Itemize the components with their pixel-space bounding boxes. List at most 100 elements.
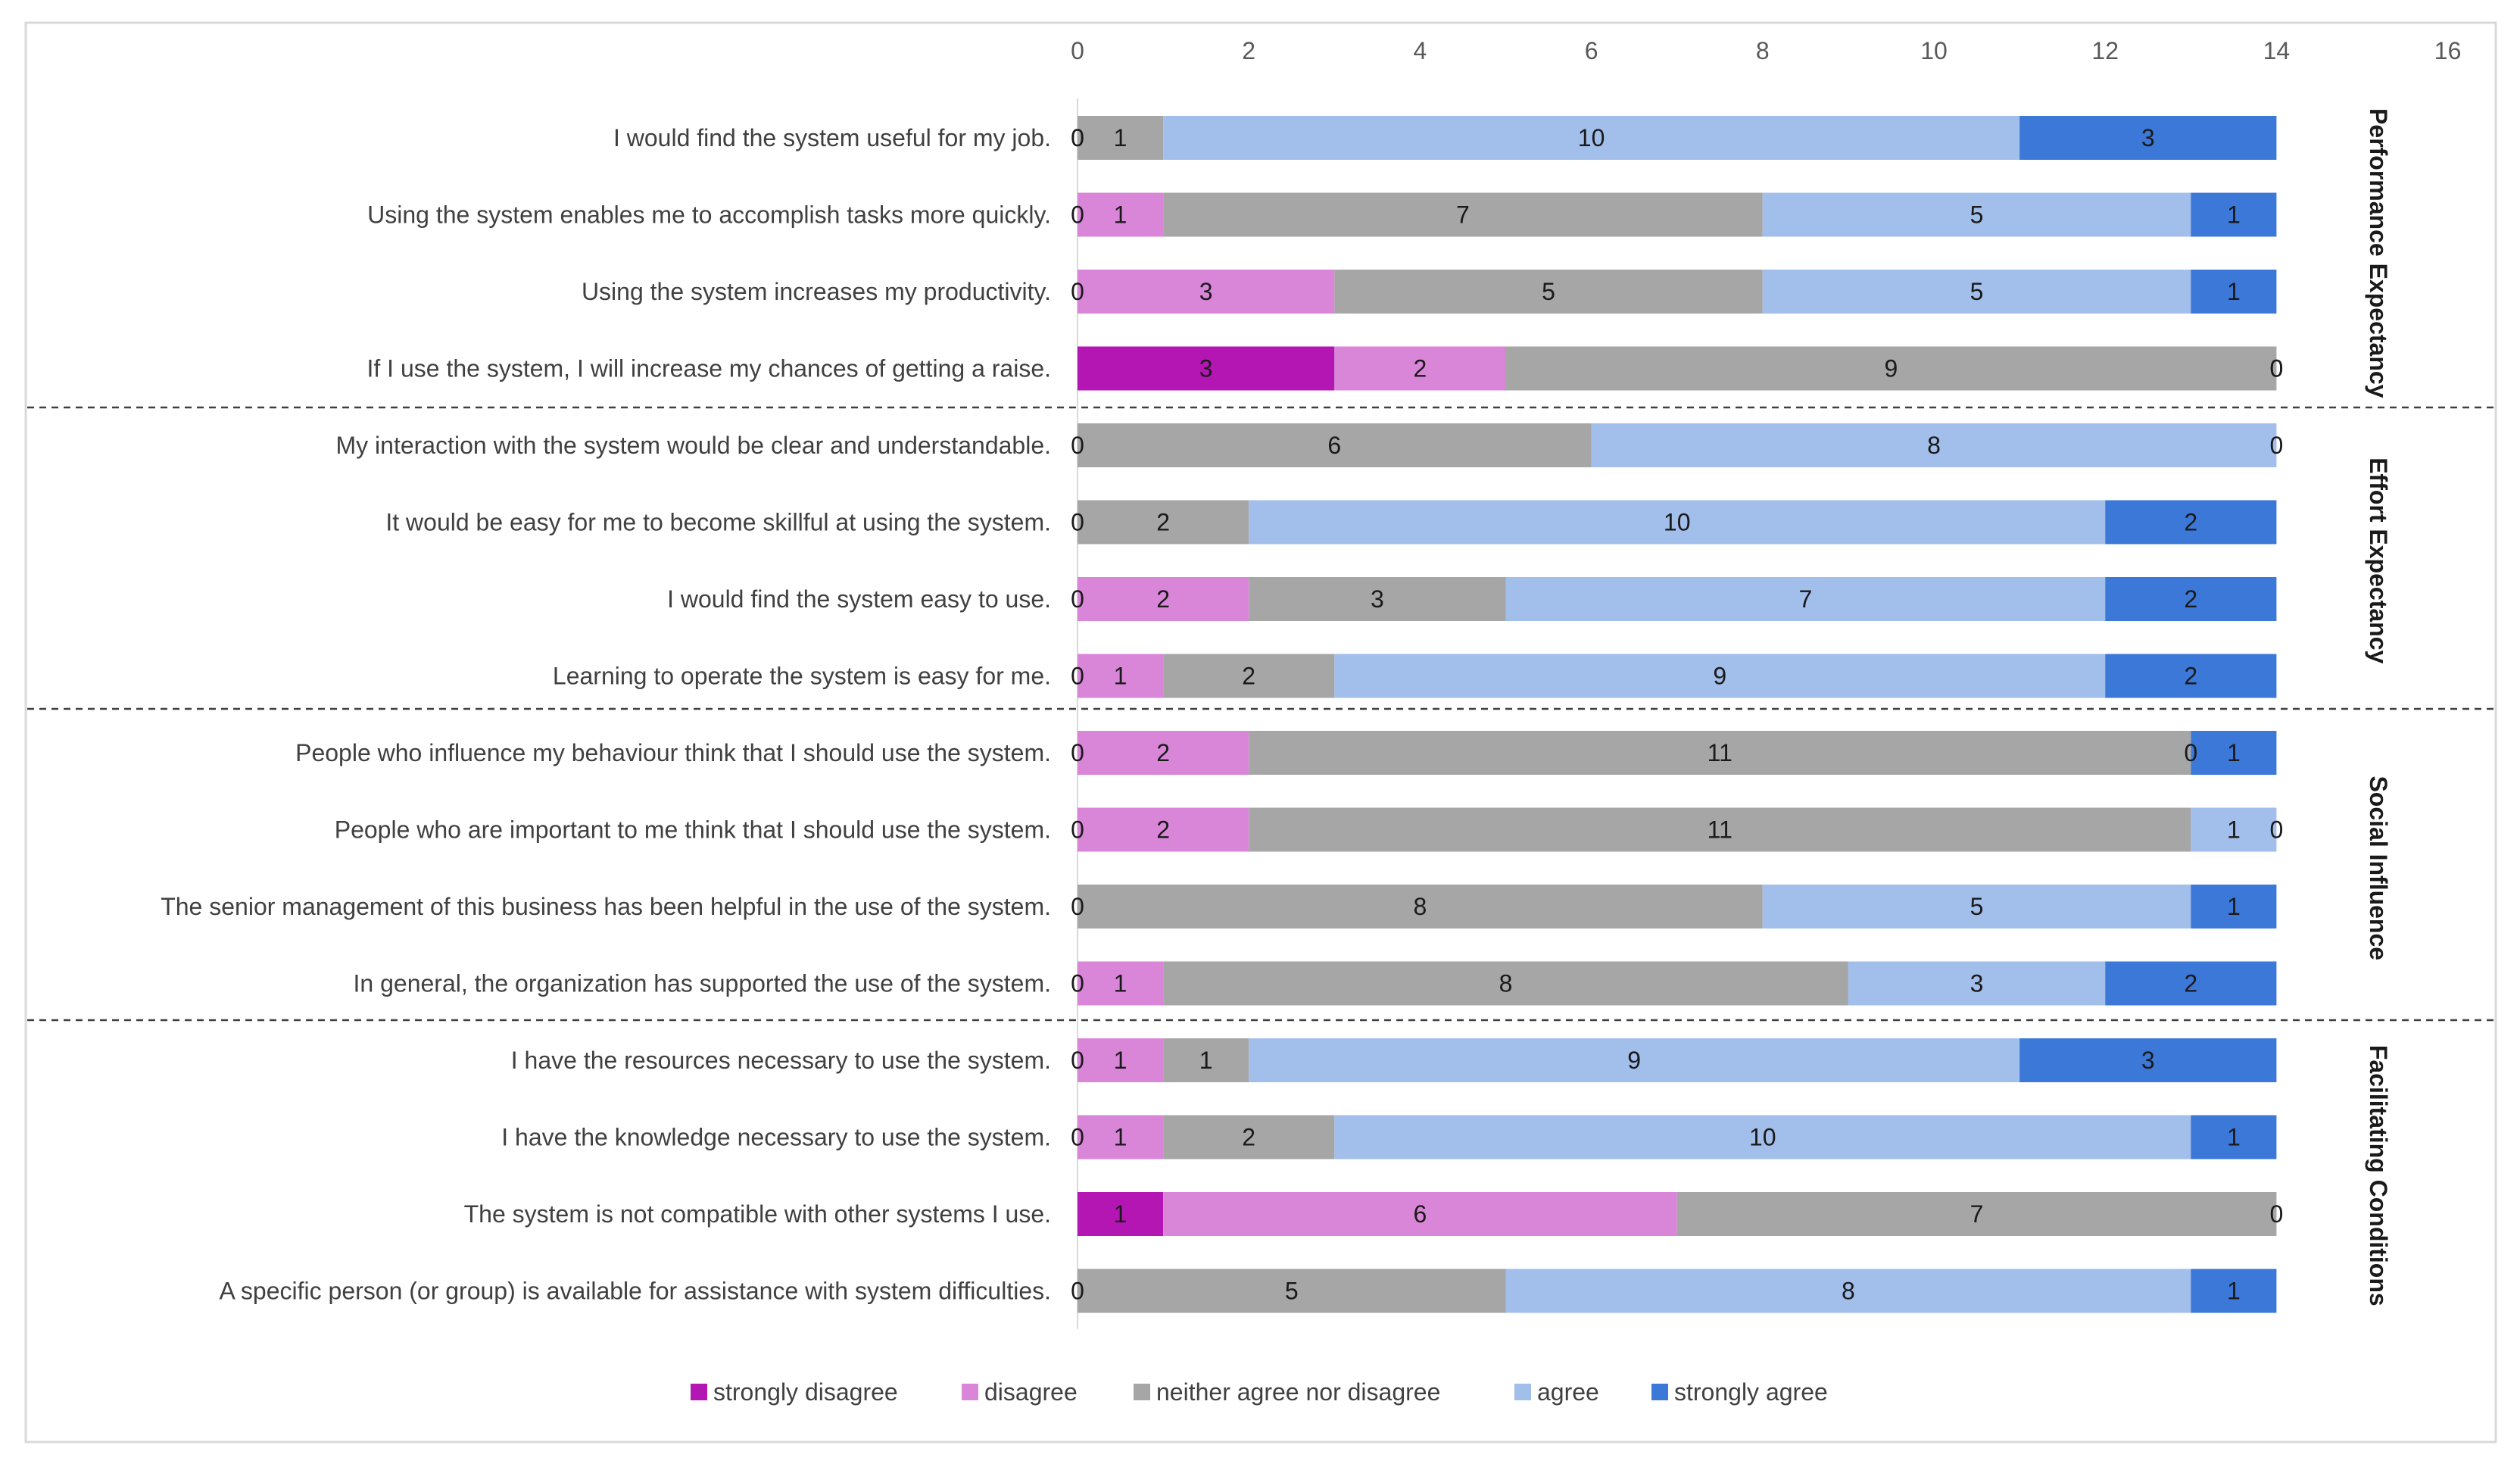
data-label: 8 [1414,893,1427,920]
data-label: 1 [1199,1047,1213,1074]
legend-label: strongly disagree [713,1378,898,1406]
data-label-zero: 0 [1071,278,1084,305]
bar-segment [1762,192,2191,237]
data-label: 2 [2184,970,2197,997]
data-label: 2 [2184,509,2197,536]
category-labels: I would find the system useful for my jo… [161,124,1051,1305]
data-label-zero: 0 [1071,124,1084,151]
bar-segment [1163,1192,1677,1236]
data-label-zero: 0 [1071,970,1084,997]
category-label: Using the system increases my productivi… [582,278,1051,305]
data-label: 2 [2184,585,2197,613]
bar-segment [1676,1192,2277,1236]
data-label: 1 [2227,816,2241,844]
data-label: 1 [2227,893,2241,920]
data-label: 1 [1114,970,1127,997]
bar-segment [1078,654,1164,698]
data-label: 9 [1713,663,1726,690]
x-tick-label: 2 [1242,37,1255,64]
bar-segment [1078,192,1164,237]
data-label: 10 [1664,509,1691,536]
data-label: 5 [1542,278,1555,305]
x-tick-label: 0 [1071,37,1084,64]
bar-segment [2191,192,2277,237]
bar-segment [1078,270,1335,314]
bar-segment [1163,1115,1335,1159]
category-label: The system is not compatible with other … [464,1200,1051,1228]
bar-segment [1163,961,1848,1006]
bar-segment [2105,961,2277,1006]
bar-segment [2105,654,2277,698]
data-label: 1 [1114,124,1127,151]
data-label-zero: 0 [1071,1047,1084,1074]
category-label: It would be easy for me to become skillf… [385,509,1051,536]
data-label: 2 [1414,355,1427,382]
data-label-zero: 0 [1071,509,1084,536]
bar-segment [1762,270,2191,314]
bar-segment [1249,1038,2020,1082]
data-label: 2 [1156,739,1170,766]
bar-segment [2019,116,2277,160]
data-label-zero: 0 [1071,585,1084,613]
data-label-zero: 0 [2270,355,2284,382]
data-label: 2 [2184,663,2197,690]
bar-segment [2191,1115,2277,1159]
bar-segment [1505,1269,2191,1313]
data-label: 1 [1114,663,1127,690]
bar-segment [1334,270,1763,314]
category-label: The senior management of this business h… [161,893,1051,920]
x-tick-label: 16 [2434,37,2462,64]
legend-swatch [1514,1384,1531,1400]
x-tick-label: 14 [2263,37,2291,64]
data-label: 8 [1499,970,1513,997]
data-label: 2 [1156,585,1170,613]
data-label: 2 [1156,509,1170,536]
data-label-zero: 0 [2270,816,2284,844]
data-label: 10 [1578,124,1605,151]
group-label: Facilitating Conditions [2365,1045,2392,1306]
legend-swatch [1134,1384,1150,1400]
bar-segment [1334,1115,2191,1159]
x-tick-label: 10 [1920,37,1948,64]
data-label: 1 [1114,1200,1127,1228]
bar-segment [1762,885,2191,929]
data-label: 1 [1114,1047,1127,1074]
data-label-zero: 0 [1071,739,1084,766]
bar-segment [2191,807,2277,852]
data-label: 1 [1114,1124,1127,1151]
data-label: 8 [1842,1278,1855,1305]
data-label: 6 [1414,1200,1427,1228]
x-tick-label: 6 [1585,37,1598,64]
bar-segment [2191,1269,2277,1313]
category-label: I would find the system easy to use. [667,585,1051,613]
data-label-zero: 0 [2270,1200,2284,1228]
data-label-zero: 0 [2270,432,2284,459]
legend-label: strongly agree [1674,1378,1828,1406]
category-label: In general, the organization has support… [354,970,1051,997]
x-tick-label: 8 [1756,37,1770,64]
bar-segment [1848,961,2106,1006]
data-label-zero: 0 [1071,1124,1084,1151]
bar-segment [1078,346,1335,391]
data-label: 11 [1708,816,1732,844]
bars: 1 10 31 7 5 13 5 5 13 2 96 82 10 22 3 7 21 2 9 22 11 12 11 18 5 1… [1071,116,2283,1313]
bar-segment [2019,1038,2277,1082]
data-label-zero: 0 [1071,201,1084,229]
data-label: 6 [1327,432,1341,459]
data-label-zero: 0 [1071,432,1084,459]
data-label: 3 [1199,355,1213,382]
bar-segment [1078,731,1249,775]
category-label: I have the resources necessary to use th… [511,1047,1051,1074]
data-label: 3 [2141,1047,2155,1074]
group-label: Performance Expectancy [2365,108,2392,398]
bar-segment [1163,192,1763,237]
x-tick-label: 4 [1414,37,1427,64]
category-label: A specific person (or group) is availabl… [219,1278,1051,1305]
data-label-zero: 0 [1071,124,1084,151]
bar-segment [1078,961,1164,1006]
bar-segment [2191,731,2277,775]
data-label: 5 [1970,278,1984,305]
bar-segment [1163,116,2020,160]
